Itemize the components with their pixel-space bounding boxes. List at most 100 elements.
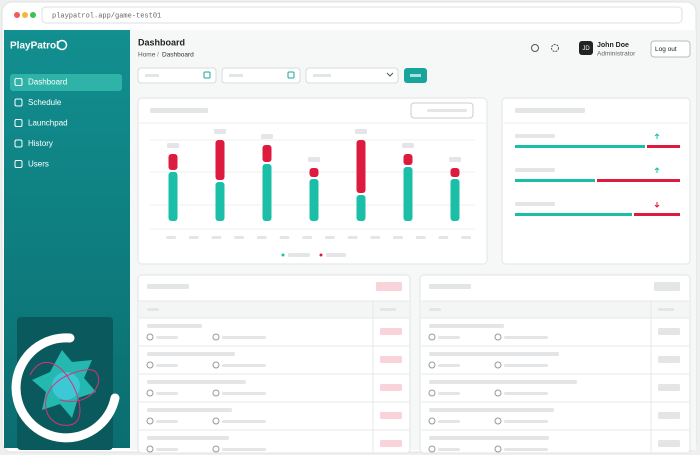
- bar-green: [262, 164, 272, 221]
- skeleton: [308, 157, 320, 162]
- skeleton: [504, 364, 548, 367]
- illustration-arc: [11, 333, 120, 443]
- clock-icon: [146, 333, 154, 341]
- arrow-icon: [654, 167, 660, 173]
- skeleton: [380, 384, 402, 391]
- logout-button[interactable]: [650, 40, 691, 58]
- skeleton: [324, 236, 335, 239]
- skeleton: [658, 384, 680, 391]
- skeleton: [156, 336, 178, 339]
- nav-item[interactable]: Users: [28, 160, 49, 169]
- url: playpatrol.app/game-test01: [52, 12, 161, 20]
- skeleton: [504, 336, 548, 339]
- crumb-sep: /: [157, 52, 159, 59]
- skeleton: [438, 448, 460, 451]
- skeleton: [658, 412, 680, 419]
- skeleton: [211, 236, 222, 239]
- skeleton: [429, 352, 559, 356]
- close-dot[interactable]: [14, 12, 20, 18]
- skeleton: [429, 324, 504, 328]
- clock-icon: [494, 333, 502, 341]
- bar-green: [515, 179, 595, 182]
- skeleton: [188, 236, 199, 239]
- legend-dot: [319, 253, 323, 257]
- max-dot[interactable]: [30, 12, 36, 18]
- date-to[interactable]: [221, 67, 301, 84]
- illustration-ball: [52, 372, 80, 400]
- min-dot[interactable]: [22, 12, 28, 18]
- skeleton: [380, 440, 402, 447]
- logo: PlayPatrol: [10, 41, 59, 52]
- skeleton: [429, 284, 471, 289]
- skeleton: [156, 420, 178, 423]
- clock-icon: [428, 417, 436, 425]
- skeleton: [222, 364, 266, 367]
- clock-icon: [494, 417, 502, 425]
- skeleton: [222, 420, 266, 423]
- skeleton: [166, 236, 176, 239]
- bar-red: [356, 140, 366, 193]
- skeleton: [402, 143, 414, 148]
- skeleton: [380, 308, 396, 311]
- date-from[interactable]: [137, 67, 217, 84]
- clock-icon: [146, 389, 154, 397]
- skeleton: [393, 236, 403, 239]
- skeleton: [347, 236, 358, 239]
- bar-green: [515, 213, 632, 216]
- skeleton: [504, 448, 548, 451]
- clock-icon: [212, 417, 220, 425]
- settings-icon[interactable]: [551, 44, 559, 52]
- skeleton: [302, 236, 313, 239]
- url-bar[interactable]: [41, 6, 683, 24]
- page-title: Dashboard: [138, 37, 185, 47]
- nav-item[interactable]: Dashboard: [28, 78, 67, 87]
- crumb-home[interactable]: Home: [138, 52, 156, 59]
- clock-icon: [428, 361, 436, 369]
- skeleton: [147, 352, 235, 356]
- clock-icon: [212, 333, 220, 341]
- clock-icon: [146, 361, 154, 369]
- arrow-icon: [654, 133, 660, 139]
- bar-red: [597, 179, 680, 182]
- nav-item[interactable]: History: [28, 139, 53, 148]
- nav-icon: [14, 160, 23, 168]
- skeleton: [214, 129, 226, 134]
- logout-label[interactable]: Log out: [655, 46, 677, 53]
- table-header: [421, 301, 689, 318]
- bar-red: [215, 140, 225, 180]
- skeleton: [156, 364, 178, 367]
- select[interactable]: [305, 67, 399, 84]
- skeleton: [147, 408, 232, 412]
- bar-red: [262, 145, 272, 162]
- nav-item[interactable]: Launchpad: [28, 119, 68, 128]
- skeleton: [355, 129, 367, 134]
- bar-red: [450, 168, 460, 177]
- skeleton: [658, 328, 680, 335]
- bar-red: [634, 213, 680, 216]
- nav-icon: [14, 98, 23, 107]
- nav-item[interactable]: Schedule: [28, 98, 62, 107]
- table-header: [139, 301, 409, 318]
- nav-icon: [14, 78, 23, 86]
- skeleton: [326, 253, 346, 257]
- bar-red: [647, 145, 680, 148]
- clock-icon: [212, 389, 220, 397]
- clock-icon: [146, 445, 154, 453]
- skeleton: [658, 356, 680, 363]
- logo-icon: [56, 39, 68, 51]
- clock-icon: [212, 361, 220, 369]
- bar-green: [356, 195, 366, 221]
- skeleton: [156, 448, 178, 451]
- bell-icon[interactable]: [531, 44, 539, 52]
- bar-green: [309, 179, 319, 221]
- progress-card: [501, 97, 691, 265]
- user-role: Administrator: [597, 51, 636, 58]
- bar-red: [309, 168, 319, 177]
- skeleton: [167, 143, 179, 148]
- skeleton: [438, 236, 449, 239]
- skeleton: [429, 408, 554, 412]
- skeleton: [515, 202, 555, 206]
- skeleton: [279, 236, 290, 239]
- bar-green: [168, 172, 178, 221]
